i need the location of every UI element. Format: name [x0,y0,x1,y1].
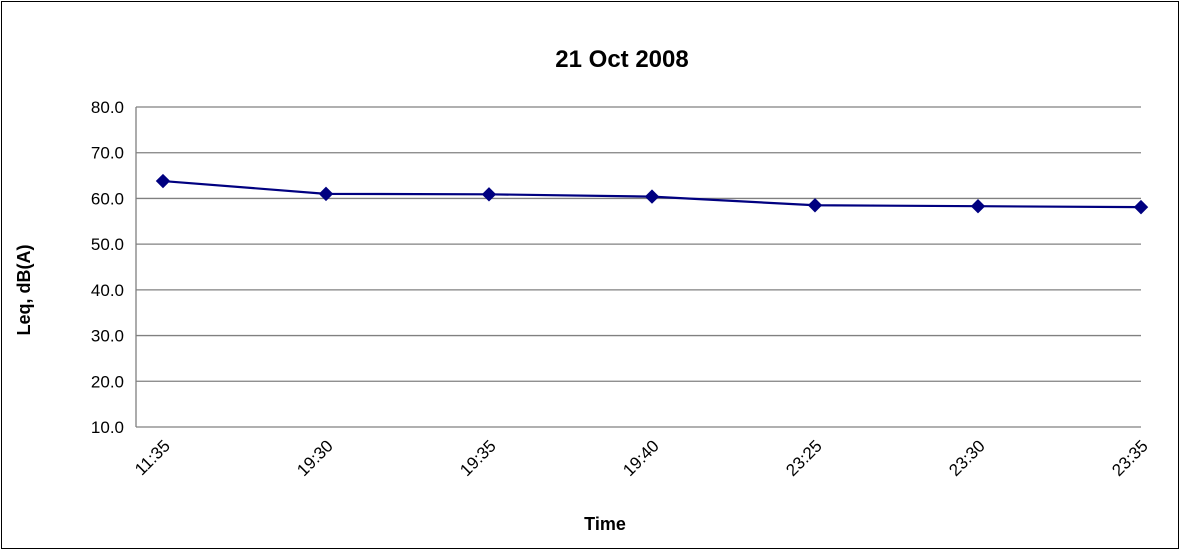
y-tick-label: 40.0 [91,281,124,300]
y-axis-title: Leq, dB(A) [14,245,34,336]
x-tick-label: 19:40 [619,436,663,480]
axes [135,107,1141,428]
y-tick-labels: 10.0 20.0 30.0 40.0 50.0 60.0 70.0 80.0 [91,98,124,437]
y-tick-label: 70.0 [91,144,124,163]
data-point-marker [481,187,497,202]
y-tick-label: 80.0 [91,98,124,117]
y-tick-label: 10.0 [91,418,124,437]
data-point-marker [970,198,986,214]
chart-title: 21 Oct 2008 [555,46,688,73]
y-tick-label: 30.0 [91,327,124,346]
series-layer [155,173,1149,215]
x-tick-label: 23:30 [945,436,989,480]
data-point-marker [155,173,171,189]
y-tick-label: 20.0 [91,372,124,391]
y-tick-label: 60.0 [91,189,124,208]
data-point-marker [807,198,823,213]
gridlines [136,106,1141,382]
y-tick-label: 50.0 [91,235,124,254]
x-tick-label: 19:35 [456,436,500,480]
x-tick-labels: 11:35 19:30 19:35 19:40 23:25 23:30 23:35 [131,436,1152,480]
data-point-marker [1133,199,1149,215]
x-axis-title: Time [584,514,626,534]
x-tick-label: 23:25 [782,436,826,480]
x-tick-label: 19:30 [293,436,337,480]
data-point-marker [318,186,334,202]
x-tick-label: 11:35 [131,436,174,479]
x-tick-label: 23:35 [1108,436,1152,480]
data-point-marker [644,189,660,204]
